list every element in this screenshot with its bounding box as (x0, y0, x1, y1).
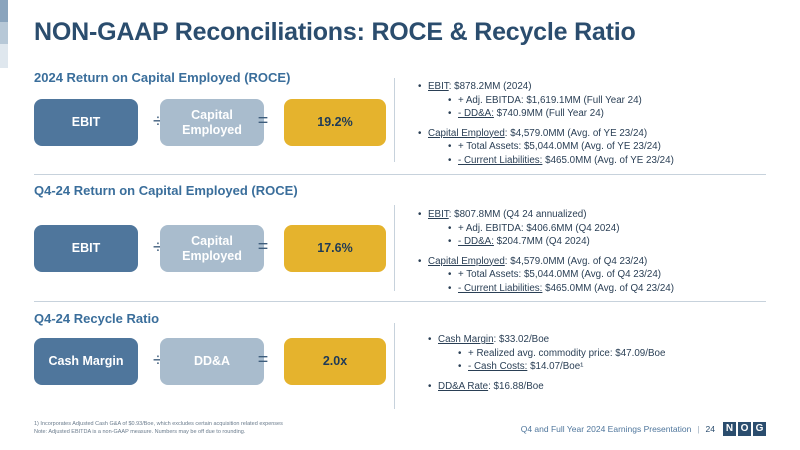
footer: Q4 and Full Year 2024 Earnings Presentat… (521, 422, 766, 436)
sub-bullet-item: + Realized avg. commodity price: $47.09/… (428, 347, 665, 361)
sub-bullet-item: - DD&A: $204.7MM (Q4 2024) (418, 235, 674, 249)
accent-bar-top (0, 0, 8, 22)
ebit-box: EBIT (34, 225, 138, 272)
sub-bullet-item: + Adj. EBITDA: $406.6MM (Q4 2024) (418, 222, 674, 236)
bullet-item: DD&A Rate: $16.88/Boe (428, 380, 665, 394)
sub-bullet-item: - Cash Costs: $14.07/Boe¹ (428, 360, 665, 374)
logo-letter: N (723, 422, 736, 436)
bullet-list-roce-2024: EBIT: $878.2MM (2024) + Adj. EBITDA: $1,… (418, 80, 674, 167)
bullet-item: EBIT: $807.8MM (Q4 24 annualized) (418, 208, 674, 222)
sub-bullet-item: + Adj. EBITDA: $1,619.1MM (Full Year 24) (418, 94, 674, 108)
logo-letter: G (753, 422, 766, 436)
section-title-recycle-ratio: Q4-24 Recycle Ratio (34, 311, 160, 326)
bullet-item: Capital Employed: $4,579.0MM (Avg. of YE… (418, 127, 674, 141)
section-title-roce-q4: Q4-24 Return on Capital Employed (ROCE) (34, 183, 298, 198)
section-title-roce-2024: 2024 Return on Capital Employed (ROCE) (34, 70, 291, 85)
divider-horizontal (34, 174, 766, 175)
logo-letter: O (738, 422, 751, 436)
recycle-ratio-result-box: 2.0x (284, 338, 386, 385)
bullet-list-recycle-ratio: Cash Margin: $33.02/Boe + Realized avg. … (428, 333, 665, 393)
ebit-box: EBIT (34, 99, 138, 146)
divider-horizontal (34, 301, 766, 302)
sub-bullet-item: - Current Liabilities: $465.0MM (Avg. of… (418, 154, 674, 168)
bullet-list-roce-q4: EBIT: $807.8MM (Q4 24 annualized) + Adj.… (418, 208, 674, 295)
sub-bullet-item: - Current Liabilities: $465.0MM (Avg. of… (418, 282, 674, 296)
divider-vertical (394, 78, 395, 162)
bullet-item: Cash Margin: $33.02/Boe (428, 333, 665, 347)
roce-result-box: 17.6% (284, 225, 386, 272)
divide-sign: ÷ (153, 111, 163, 131)
equals-sign: = (257, 349, 269, 369)
roce-result-box: 19.2% (284, 99, 386, 146)
bullet-item: EBIT: $878.2MM (2024) (418, 80, 674, 94)
footnotes: 1) Incorporates Adjusted Cash G&A of $0.… (34, 420, 283, 436)
nog-logo: N O G (723, 422, 766, 436)
equals-sign: = (257, 236, 269, 256)
footnote-note: Note: Adjusted EBITDA is a non-GAAP meas… (34, 429, 246, 435)
presentation-name: Q4 and Full Year 2024 Earnings Presentat… (520, 424, 692, 434)
footer-separator: | (697, 424, 700, 434)
divide-sign: ÷ (153, 237, 163, 257)
divider-vertical (394, 323, 395, 409)
divider-vertical (394, 205, 395, 291)
footnote-1: 1) Incorporates Adjusted Cash G&A of $0.… (34, 421, 283, 427)
cash-margin-box: Cash Margin (34, 338, 138, 385)
sub-bullet-item: + Total Assets: $5,044.0MM (Avg. of YE 2… (418, 140, 674, 154)
divide-sign: ÷ (153, 350, 163, 370)
capital-employed-box: Capital Employed (160, 99, 264, 146)
capital-employed-box: Capital Employed (160, 225, 264, 272)
accent-bar-bottom (0, 44, 8, 68)
page-title: NON-GAAP Reconciliations: ROCE & Recycle… (34, 18, 636, 46)
equals-sign: = (257, 110, 269, 130)
bullet-item: Capital Employed: $4,579.0MM (Avg. of Q4… (418, 255, 674, 269)
sub-bullet-item: + Total Assets: $5,044.0MM (Avg. of Q4 2… (418, 268, 674, 282)
sub-bullet-item: - DD&A: $740.9MM (Full Year 24) (418, 107, 674, 121)
page-number: 24 (705, 424, 715, 434)
dda-box: DD&A (160, 338, 264, 385)
accent-bar-middle (0, 22, 8, 44)
